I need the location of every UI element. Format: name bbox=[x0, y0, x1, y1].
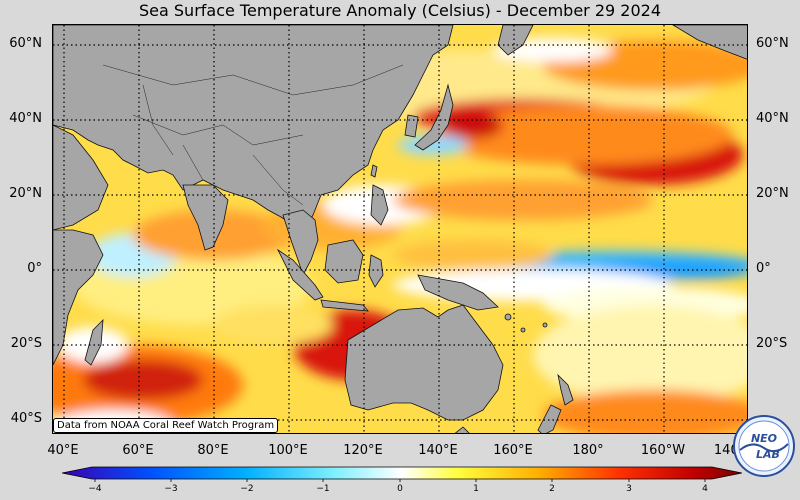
lat-label-right-40n: 40°N bbox=[756, 111, 789, 126]
lat-label-left-40n: 40°N bbox=[9, 111, 42, 126]
lon-label-120e: 120°E bbox=[343, 443, 383, 458]
lon-label-160e: 160°E bbox=[493, 443, 533, 458]
philippines-land bbox=[370, 184, 389, 226]
svg-text:NEO: NEO bbox=[751, 432, 777, 445]
kamchatka-land bbox=[497, 25, 534, 56]
sumatra-land bbox=[276, 248, 324, 301]
lat-label-right-20s: 20°S bbox=[756, 336, 788, 351]
lat-label-right-20n: 20°N bbox=[756, 186, 789, 201]
data-credit: Data from NOAA Coral Reef Watch Program bbox=[53, 418, 279, 433]
madagascar-land bbox=[84, 318, 104, 366]
colorbar-tick-minus2: −2 bbox=[240, 484, 254, 494]
lat-label-left-60n: 60°N bbox=[9, 36, 42, 51]
indochina-land bbox=[282, 209, 319, 277]
lon-label-180: 180° bbox=[572, 443, 604, 458]
colorbar-ticks bbox=[94, 479, 706, 482]
colorbar-tick-2: 2 bbox=[549, 484, 555, 494]
java-land bbox=[320, 299, 369, 312]
india-land bbox=[182, 184, 229, 251]
new-guinea-land bbox=[417, 274, 499, 311]
lat-label-right-0: 0° bbox=[756, 261, 771, 276]
borneo-land bbox=[324, 239, 364, 284]
africa-land bbox=[53, 229, 104, 366]
lon-label-60e: 60°E bbox=[122, 443, 154, 458]
lon-label-40e: 40°E bbox=[47, 443, 79, 458]
colorbar-tick-4: 4 bbox=[702, 484, 708, 494]
country-borders bbox=[102, 64, 404, 206]
arabia-land bbox=[53, 124, 109, 231]
japan-land bbox=[414, 83, 454, 151]
neo-lab-logo: NEO LAB bbox=[733, 415, 795, 477]
asia-land bbox=[53, 25, 454, 231]
lat-label-right-60n: 60°N bbox=[756, 36, 789, 51]
colorbar-tick-0: 0 bbox=[397, 484, 403, 494]
colorbar bbox=[62, 466, 742, 482]
alaska-land bbox=[672, 25, 747, 60]
lat-label-left-40s: 40°S bbox=[10, 411, 42, 426]
sst-anomaly-map bbox=[52, 24, 748, 434]
lon-label-100e: 100°E bbox=[268, 443, 308, 458]
new-zealand-land bbox=[557, 373, 574, 406]
graticule bbox=[53, 25, 747, 433]
colorbar-gradient bbox=[62, 466, 742, 480]
lon-label-160w: 160°W bbox=[640, 443, 686, 458]
colorbar-tick-minus4: −4 bbox=[88, 484, 102, 494]
lat-label-left-20n: 20°N bbox=[9, 186, 42, 201]
colorbar-tick-1: 1 bbox=[473, 484, 479, 494]
colorbar-tick-minus3: −3 bbox=[164, 484, 178, 494]
lon-label-80e: 80°E bbox=[197, 443, 229, 458]
colorbar-tick-3: 3 bbox=[626, 484, 632, 494]
lat-label-left-20s: 20°S bbox=[10, 336, 42, 351]
landmasses bbox=[53, 25, 747, 433]
svg-text:LAB: LAB bbox=[756, 448, 780, 461]
australia-land bbox=[344, 304, 504, 421]
korea-land bbox=[404, 114, 419, 138]
colorbar-tick-minus1: −1 bbox=[316, 484, 330, 494]
map-title: Sea Surface Temperature Anomaly (Celsius… bbox=[139, 1, 661, 20]
lat-label-left-0: 0° bbox=[27, 261, 42, 276]
map-canvas bbox=[53, 25, 747, 433]
lon-label-140e: 140°E bbox=[418, 443, 458, 458]
